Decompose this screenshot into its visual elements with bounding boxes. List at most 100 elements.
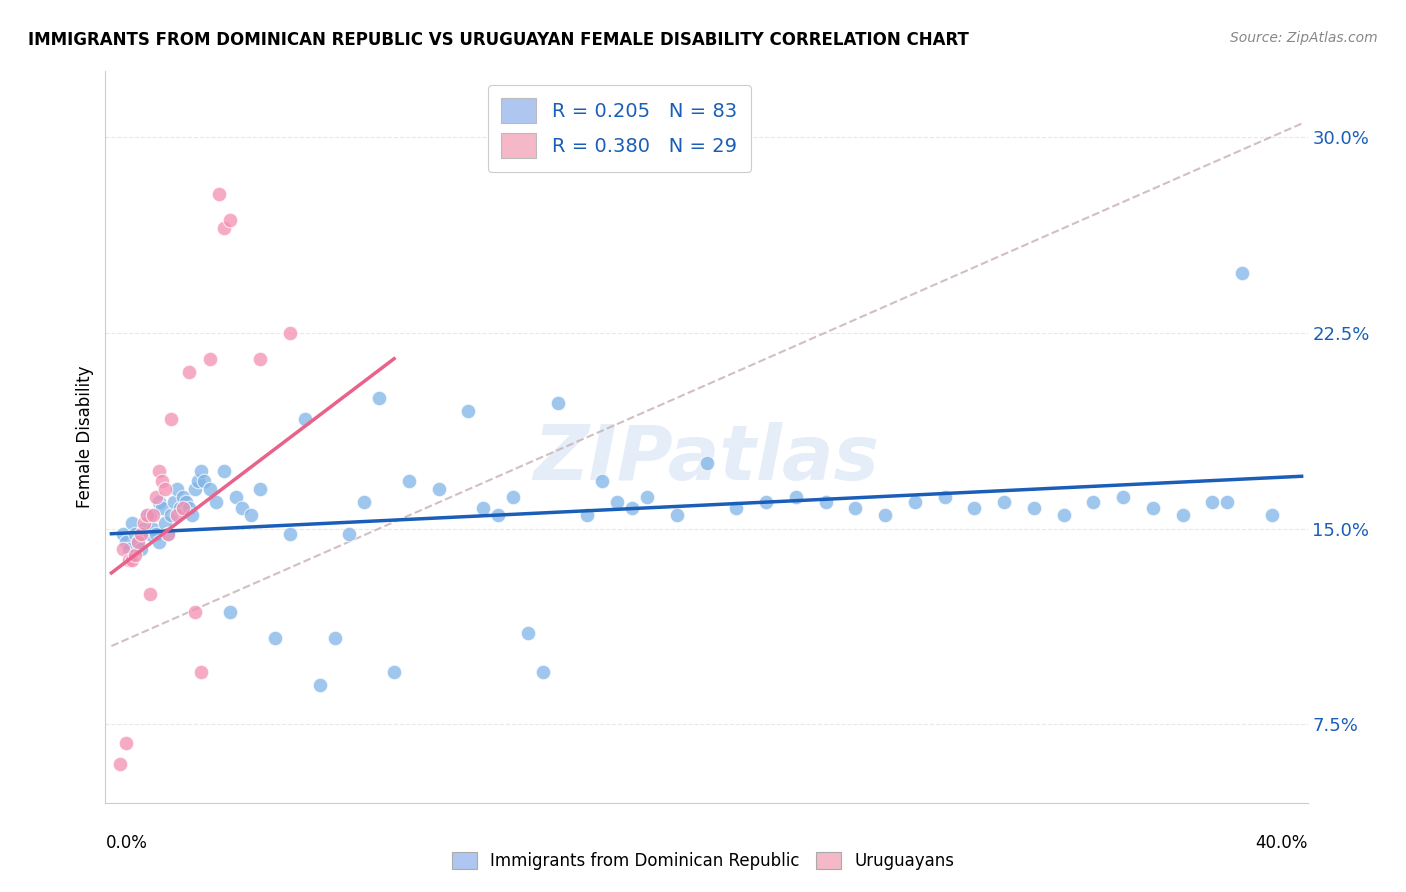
Point	[725, 500, 748, 515]
Point	[190, 665, 212, 680]
Point	[873, 508, 896, 523]
Point	[190, 464, 212, 478]
Point	[180, 508, 202, 523]
Point	[249, 351, 271, 366]
Y-axis label: Female Disability: Female Disability	[76, 366, 94, 508]
Point	[115, 534, 138, 549]
Point	[382, 665, 405, 680]
Point	[145, 490, 167, 504]
Point	[339, 526, 361, 541]
Point	[231, 500, 253, 515]
Point	[124, 548, 146, 562]
Point	[1112, 490, 1135, 504]
Point	[174, 495, 197, 509]
Point	[427, 483, 450, 497]
Point	[665, 508, 688, 523]
Text: 0.0%: 0.0%	[105, 834, 148, 852]
Point	[531, 665, 554, 680]
Point	[127, 534, 149, 549]
Point	[112, 526, 135, 541]
Point	[755, 495, 778, 509]
Point	[547, 396, 569, 410]
Point	[214, 221, 236, 235]
Point	[294, 412, 316, 426]
Point	[148, 495, 170, 509]
Point	[606, 495, 628, 509]
Point	[172, 490, 194, 504]
Point	[134, 522, 156, 536]
Text: IMMIGRANTS FROM DOMINICAN REPUBLIC VS URUGUAYAN FEMALE DISABILITY CORRELATION CH: IMMIGRANTS FROM DOMINICAN REPUBLIC VS UR…	[28, 31, 969, 49]
Point	[198, 351, 221, 366]
Point	[160, 508, 183, 523]
Point	[204, 495, 226, 509]
Point	[163, 495, 186, 509]
Point	[457, 404, 479, 418]
Point	[621, 500, 644, 515]
Point	[121, 553, 143, 567]
Legend: R = 0.205   N = 83, R = 0.380   N = 29: R = 0.205 N = 83, R = 0.380 N = 29	[488, 85, 751, 171]
Point	[785, 490, 807, 504]
Point	[177, 365, 200, 379]
Point	[517, 626, 540, 640]
Point	[1261, 508, 1284, 523]
Point	[1216, 495, 1239, 509]
Point	[112, 542, 135, 557]
Point	[115, 736, 138, 750]
Point	[136, 508, 159, 523]
Point	[963, 500, 986, 515]
Point	[177, 500, 200, 515]
Point	[576, 508, 599, 523]
Point	[472, 500, 495, 515]
Point	[695, 456, 717, 470]
Point	[172, 500, 194, 515]
Point	[142, 508, 165, 523]
Point	[136, 508, 159, 523]
Point	[139, 587, 162, 601]
Point	[142, 522, 165, 536]
Point	[814, 495, 837, 509]
Point	[118, 553, 141, 567]
Point	[214, 464, 236, 478]
Point	[1052, 508, 1074, 523]
Point	[150, 475, 173, 489]
Point	[153, 483, 176, 497]
Point	[219, 213, 242, 227]
Point	[225, 490, 247, 504]
Point	[118, 542, 141, 557]
Point	[134, 516, 156, 531]
Point	[169, 500, 191, 515]
Point	[308, 678, 330, 692]
Point	[591, 475, 613, 489]
Point	[1230, 266, 1253, 280]
Point	[166, 483, 188, 497]
Point	[398, 475, 420, 489]
Point	[353, 495, 375, 509]
Point	[156, 526, 179, 541]
Point	[993, 495, 1015, 509]
Point	[264, 632, 287, 646]
Point	[249, 483, 271, 497]
Point	[1201, 495, 1223, 509]
Point	[1083, 495, 1105, 509]
Point	[127, 534, 149, 549]
Point	[129, 542, 152, 557]
Point	[502, 490, 524, 504]
Point	[145, 526, 167, 541]
Point	[368, 391, 391, 405]
Point	[278, 326, 301, 340]
Point	[636, 490, 658, 504]
Point	[156, 526, 179, 541]
Point	[278, 526, 301, 541]
Point	[139, 508, 162, 523]
Point	[110, 756, 132, 771]
Point	[153, 516, 176, 531]
Point	[129, 526, 152, 541]
Text: Source: ZipAtlas.com: Source: ZipAtlas.com	[1230, 31, 1378, 45]
Point	[1171, 508, 1194, 523]
Point	[193, 475, 215, 489]
Point	[139, 526, 162, 541]
Point	[148, 464, 170, 478]
Text: 40.0%: 40.0%	[1256, 834, 1308, 852]
Legend: Immigrants from Dominican Republic, Uruguayans: Immigrants from Dominican Republic, Urug…	[444, 845, 962, 877]
Point	[198, 483, 221, 497]
